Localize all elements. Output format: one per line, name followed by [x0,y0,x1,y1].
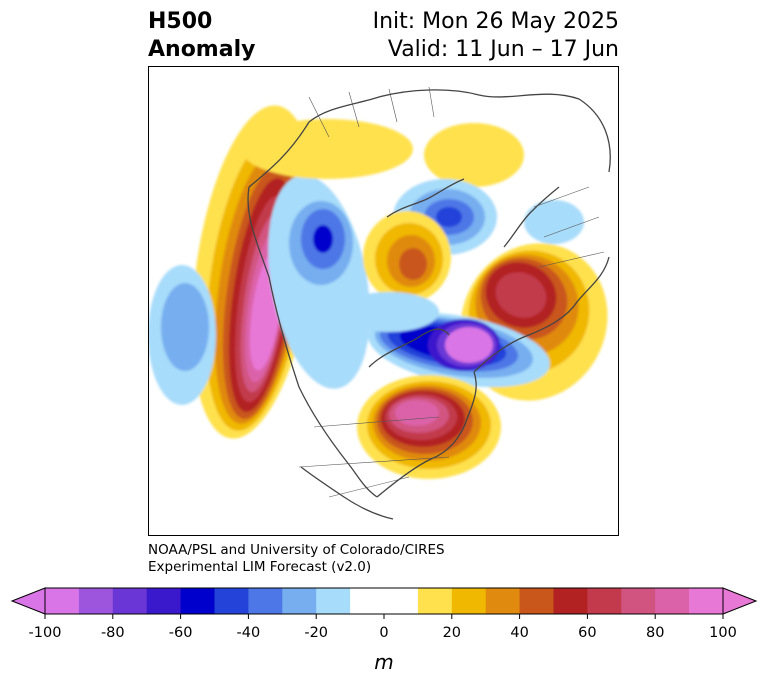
colorbar-swatch [553,588,588,614]
colorbar-swatch [78,588,114,614]
colorbar-swatch [655,588,690,614]
ridge-central-canada [363,211,451,303]
colorbar-swatch [451,588,487,614]
credit: NOAA/PSL and University of Colorado/CIRE… [148,542,445,576]
credit-line-1: NOAA/PSL and University of Colorado/CIRE… [148,542,445,558]
colorbar-swatch [350,588,385,614]
ridge-arctic [241,119,524,187]
colorbar-swatch [485,588,521,614]
colorbar-tick-label: -60 [169,625,193,641]
coastlines [247,89,611,520]
colorbar-swatch [587,588,622,614]
forecast-dates: Init: Mon 26 May 2025 Valid: 11 Jun – 17… [373,8,619,64]
colorbar-tick-label: 60 [578,625,596,641]
colorbar-swatch [689,588,724,614]
colorbar-swatch [214,588,249,614]
country-borders [298,86,605,498]
anomaly-map [148,66,619,536]
colorbar-unit: m [374,650,394,674]
colorbar-swatch [45,588,80,614]
trough-scandinavia [524,200,584,244]
valid-dates: Valid: 11 Jun – 17 Jun [387,37,619,62]
colorbar: -100 -80 -60 -40 -20 0 20 40 60 80 100 [0,585,768,675]
colorbar-tick-label: -100 [29,625,62,641]
colorbar-swatch [180,588,215,614]
colorbar-tick-label: -40 [237,625,261,641]
map-title: H500 Anomaly [148,8,255,64]
colorbar-tick-label: 0 [379,625,388,641]
title-line-2: Anomaly [148,37,256,62]
title-line-1: H500 [148,9,213,34]
colorbar-swatch [316,588,351,614]
colorbar-tick-label: -80 [101,625,125,641]
colorbar-tick-label: 80 [646,625,664,641]
colorbar-tick-label: 40 [510,625,528,641]
colorbar-ticks: -100 -80 -60 -40 -20 0 20 40 60 80 100 [29,614,737,641]
colorbar-swatch [248,588,283,614]
init-date: Init: Mon 26 May 2025 [372,9,619,34]
colorbar-swatch [112,588,148,614]
colorbar-svg: -100 -80 -60 -40 -20 0 20 40 60 80 100 [10,587,758,641]
colorbar-tick-label: 100 [709,625,737,641]
colorbar-swatch [417,588,453,614]
colorbar-low-arrow [10,587,46,615]
trough-pacific [149,265,216,405]
trough-arctic [368,312,550,388]
colorbar-swatch [282,588,317,614]
colorbar-tick-label: 20 [443,625,461,641]
colorbar-swatch [621,588,656,614]
ridge-europe [460,243,608,401]
ridge-greenland [357,375,501,479]
trough-nw-canada [268,175,370,389]
colorbar-swatch [519,588,554,614]
colorbar-swatches [45,588,724,614]
colorbar-swatch [146,588,182,614]
credit-line-2: Experimental LIM Forecast (v2.0) [148,559,372,575]
colorbar-swatch [384,588,419,614]
colorbar-high-arrow [722,587,758,615]
colorbar-tick-label: -20 [304,625,328,641]
trough-siberia [339,292,439,332]
anomaly-map-svg [149,86,611,520]
ridge-west-coast [191,105,317,439]
